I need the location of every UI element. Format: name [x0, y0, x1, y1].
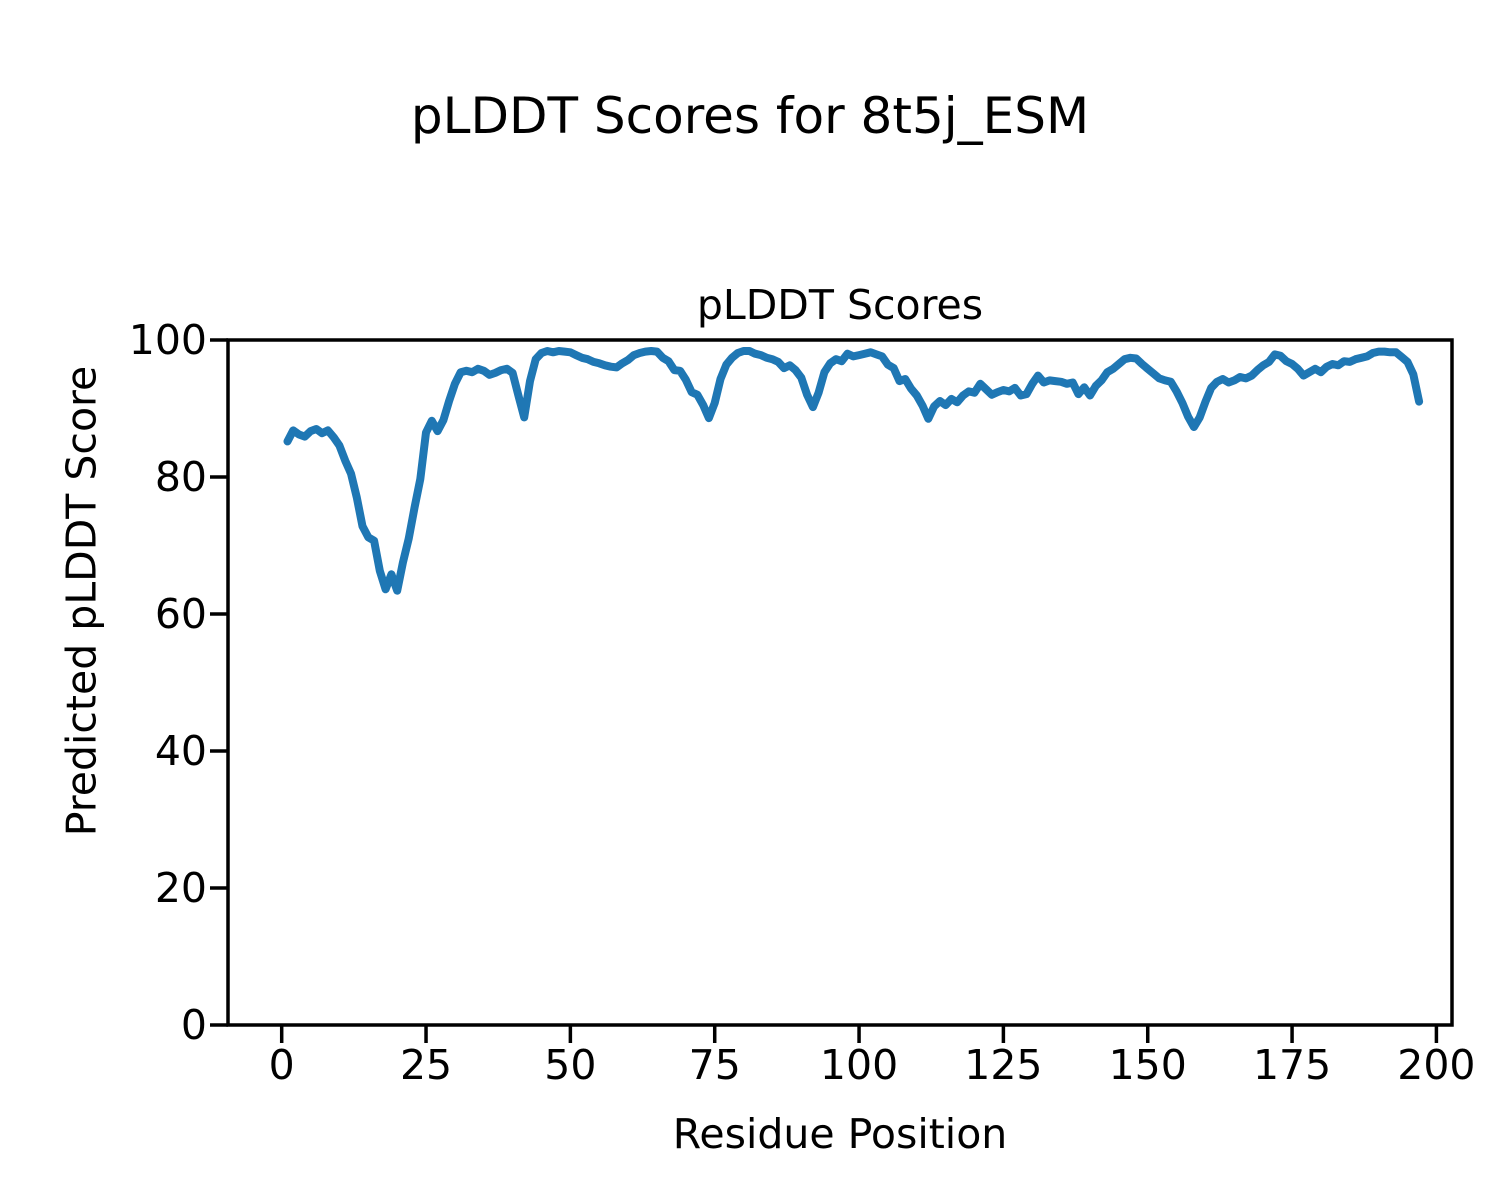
x-tick-label: 175 [1253, 1041, 1331, 1089]
y-tick-label: 0 [181, 1001, 207, 1049]
x-tick-label: 150 [1109, 1041, 1187, 1089]
x-tick-label: 25 [400, 1041, 452, 1089]
axes-title: pLDDT Scores [696, 281, 984, 329]
y-tick-label: 40 [155, 727, 207, 775]
x-tick-label: 0 [269, 1041, 295, 1089]
y-tick-label: 60 [155, 590, 207, 638]
x-axis-label: Residue Position [672, 1110, 1008, 1158]
x-tick-label: 75 [689, 1041, 741, 1089]
x-tick-label: 50 [544, 1041, 596, 1089]
y-tick-label: 20 [155, 864, 207, 912]
y-tick-label: 80 [155, 453, 207, 501]
figure-suptitle: pLDDT Scores for 8t5j_ESM [410, 87, 1090, 145]
plot-frame [226, 338, 1454, 1027]
x-tick-label: 100 [820, 1041, 898, 1089]
x-tick-label: 125 [964, 1041, 1042, 1089]
y-tick-label: 100 [129, 316, 207, 364]
x-tick-label: 200 [1397, 1041, 1475, 1089]
plddt-line [283, 347, 1424, 595]
